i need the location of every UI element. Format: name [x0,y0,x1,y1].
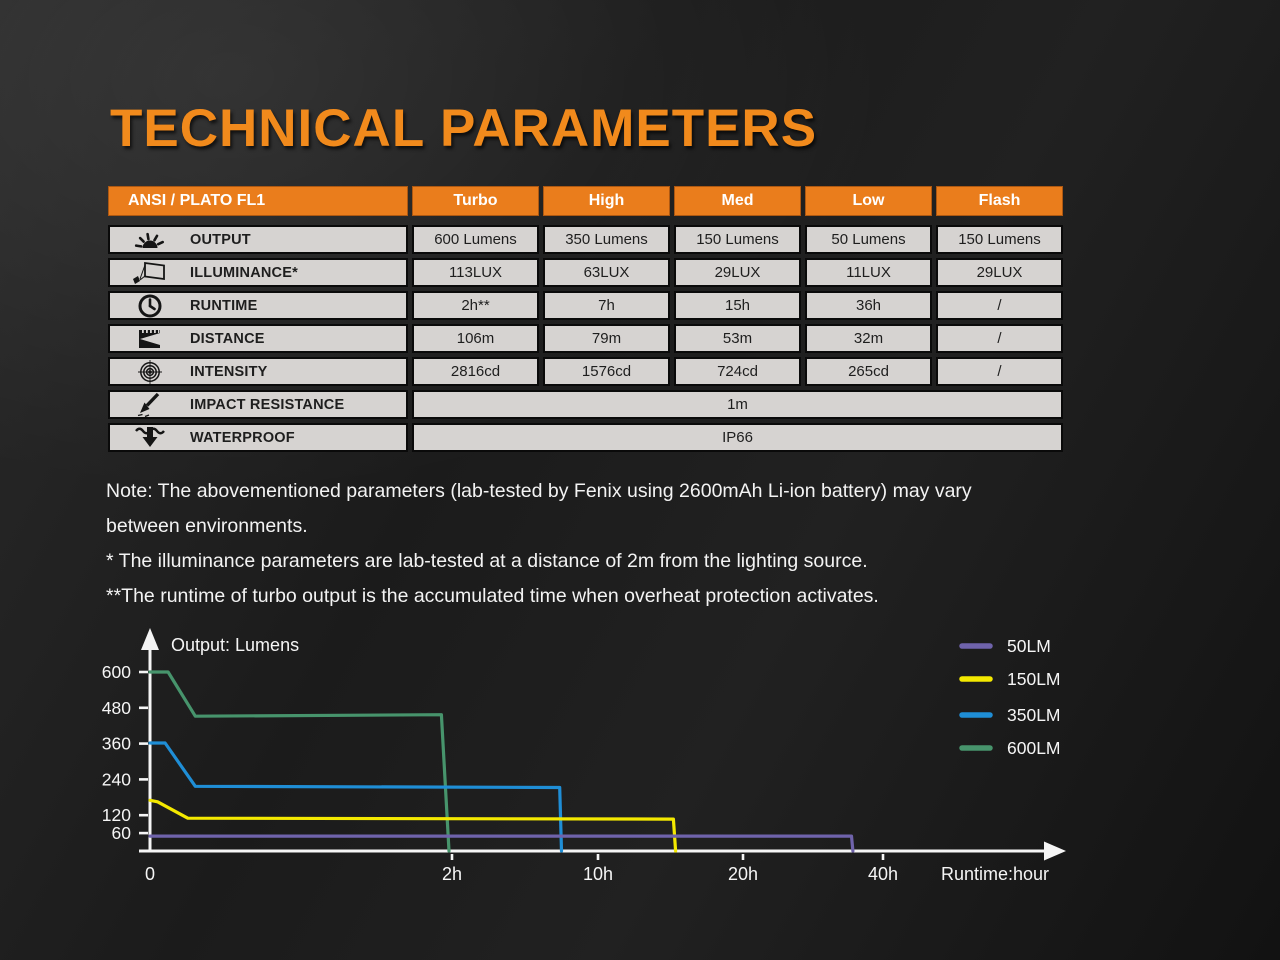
runtime-med: 15h [674,291,801,320]
waterproof-value: IP66 [412,423,1063,452]
output-flash: 150 Lumens [936,225,1063,254]
x-tick-label: 20h [728,864,758,884]
illuminance-med: 29LUX [674,258,801,287]
runtime-flash: / [936,291,1063,320]
table-header-row: ANSI / PLATO FL1 Turbo High Med Low Flas… [108,186,1063,216]
y-tick-label: 120 [102,805,131,825]
runtime-high: 7h [543,291,670,320]
y-tick-label: 480 [102,698,131,718]
note-line-1: Note: The abovementioned parameters (lab… [106,480,972,502]
header-cell-flash: Flash [936,186,1063,216]
y-tick-label: 60 [112,823,132,843]
distance-low: 32m [805,324,932,353]
output-low: 50 Lumens [805,225,932,254]
row-label: DISTANCE [190,330,265,347]
output-high: 350 Lumens [543,225,670,254]
illuminance-icon [110,260,190,286]
x-axis-arrow-icon [1044,841,1066,861]
distance-high: 79m [543,324,670,353]
runtime-clock-icon [110,293,190,319]
header-cell-turbo: Turbo [412,186,539,216]
header-cell-ansi: ANSI / PLATO FL1 [108,186,408,216]
illuminance-turbo: 113LUX [412,258,539,287]
y-axis-arrow-icon [141,628,159,650]
illuminance-high: 63LUX [543,258,670,287]
distance-turbo: 106m [412,324,539,353]
note-line-2: between environments. [106,515,308,537]
row-label: RUNTIME [190,297,258,314]
y-tick-label: 360 [102,734,131,754]
row-label: WATERPROOF [190,429,295,446]
table-row-impact-label: IMPACT RESISTANCE [108,390,408,419]
legend-label-50LM: 50LM [1007,636,1051,656]
table-row-runtime-label: RUNTIME [108,291,408,320]
distance-flash: / [936,324,1063,353]
intensity-icon [110,359,190,385]
intensity-low: 265cd [805,357,932,386]
x-tick-label: 2h [442,864,462,884]
notes: Note: The abovementioned parameters (lab… [106,474,1096,614]
note-line-4: **The runtime of turbo output is the acc… [106,585,879,607]
table-row-output-label: OUTPUT [108,225,408,254]
row-label: IMPACT RESISTANCE [190,396,345,413]
waterproof-icon [110,425,190,451]
y-tick-label: 600 [102,662,131,682]
header-cell-med: Med [674,186,801,216]
row-label: OUTPUT [190,231,251,248]
runtime-low: 36h [805,291,932,320]
output-turbo: 600 Lumens [412,225,539,254]
series-line-600LM [148,670,451,853]
impact-resistance-value: 1m [412,390,1063,419]
distance-med: 53m [674,324,801,353]
header-cell-low: Low [805,186,932,216]
table-row-intensity-label: INTENSITY [108,357,408,386]
distance-icon [110,327,190,351]
series-line-150LM [148,798,678,853]
output-med: 150 Lumens [674,225,801,254]
table-row-illuminance-label: ILLUMINANCE* [108,258,408,287]
row-label: INTENSITY [190,363,268,380]
note-line-3: * The illuminance parameters are lab-tes… [106,550,868,572]
illuminance-low: 11LUX [805,258,932,287]
row-label: ILLUMINANCE* [190,264,298,281]
runtime-turbo: 2h** [412,291,539,320]
parameters-table: ANSI / PLATO FL1 Turbo High Med Low Flas… [108,186,1063,452]
intensity-turbo: 2816cd [412,357,539,386]
y-axis-title: Output: Lumens [171,635,299,655]
x-axis-title: Runtime:hour [941,864,1049,884]
illuminance-flash: 29LUX [936,258,1063,287]
light-output-icon [110,227,190,253]
table-row-waterproof-label: WATERPROOF [108,423,408,452]
series-line-350LM [148,741,564,853]
table-body: OUTPUT 600 Lumens 350 Lumens 150 Lumens … [108,225,1063,452]
y-tick-label: 240 [102,769,131,789]
legend-label-600LM: 600LM [1007,738,1061,758]
header-cell-high: High [543,186,670,216]
intensity-flash: / [936,357,1063,386]
x-tick-label: 10h [583,864,613,884]
impact-resistance-icon [110,392,190,418]
x-tick-label: 0 [145,864,155,884]
x-tick-label: 40h [868,864,898,884]
page-title: TECHNICAL PARAMETERS [110,99,818,158]
table-row-distance-label: DISTANCE [108,324,408,353]
legend-label-350LM: 350LM [1007,705,1061,725]
intensity-high: 1576cd [543,357,670,386]
intensity-med: 724cd [674,357,801,386]
series-line-50LM [148,834,855,853]
legend-label-150LM: 150LM [1007,669,1061,689]
